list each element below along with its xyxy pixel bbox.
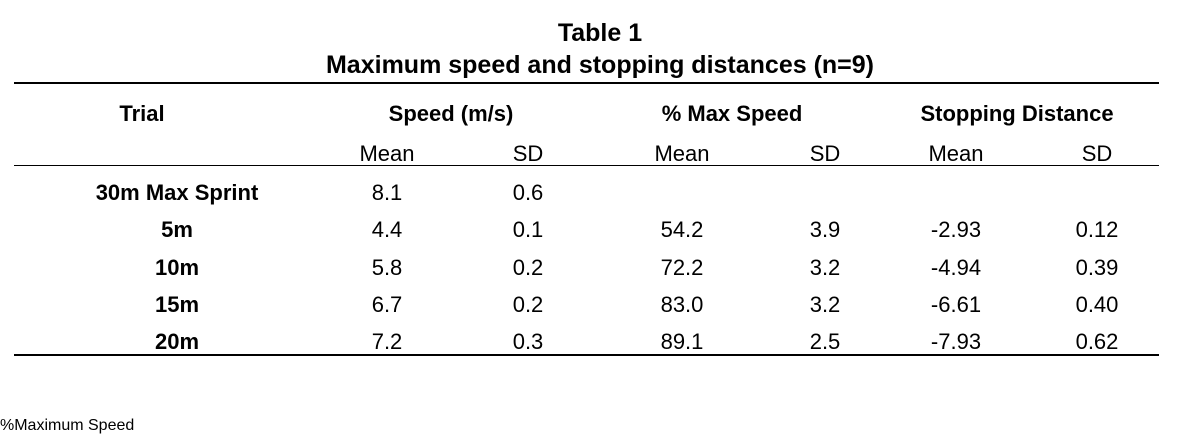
table-cell-speed-mean: 8.1 — [371, 180, 403, 205]
table-cell-stop-mean: -4.94 — [930, 255, 982, 280]
table-cell-pct-sd: 3.2 — [809, 292, 841, 317]
table-cell-pct-sd: 2.5 — [809, 329, 841, 354]
table-cell-speed-sd: 0.6 — [512, 180, 544, 205]
table-row-trial: 20m — [154, 329, 200, 354]
table-cell-pct-mean: 72.2 — [660, 255, 704, 280]
table-top-rule — [14, 82, 1159, 84]
subheader-pct-sd: SD — [809, 141, 841, 166]
table-cell-speed-sd: 0.2 — [512, 292, 544, 317]
table-cell-stop-sd: 0.39 — [1075, 255, 1119, 280]
subheader-stop-sd: SD — [1081, 141, 1113, 166]
subheader-stop-mean: Mean — [928, 141, 984, 166]
table-cell-stop-sd: 0.40 — [1075, 292, 1119, 317]
table-cell-stop-sd: 0.62 — [1075, 329, 1119, 354]
header-pct-max-speed: % Max Speed — [661, 101, 803, 126]
table-cell-stop-sd: 0.12 — [1075, 217, 1119, 242]
header-stopping-distance: Stopping Distance — [920, 101, 1114, 126]
table-bottom-rule — [14, 354, 1159, 356]
subheader-pct-mean: Mean — [654, 141, 710, 166]
table-cell-pct-sd: 3.2 — [809, 255, 841, 280]
table-cell-speed-sd: 0.3 — [512, 329, 544, 354]
table-cell-speed-mean: 7.2 — [371, 329, 403, 354]
table-row-trial: 5m — [161, 217, 193, 242]
table-cell-pct-mean: 89.1 — [660, 329, 704, 354]
table-cell-speed-mean: 5.8 — [371, 255, 403, 280]
table-row-trial: 10m — [154, 255, 200, 280]
subheader-speed-sd: SD — [512, 141, 544, 166]
table-cell-pct-mean: 54.2 — [660, 217, 704, 242]
header-trial: Trial — [119, 101, 165, 126]
table-row-trial: 30m Max Sprint — [95, 180, 259, 205]
table-cell-pct-sd: 3.9 — [809, 217, 841, 242]
table-cell-pct-mean: 83.0 — [660, 292, 704, 317]
table-cell-speed-sd: 0.1 — [512, 217, 544, 242]
table-subtitle: Maximum speed and stopping distances (n=… — [325, 51, 875, 79]
table-footnote: %Maximum Speed — [0, 417, 135, 434]
table-cell-speed-mean: 6.7 — [371, 292, 403, 317]
subheader-speed-mean: Mean — [359, 141, 415, 166]
table-cell-stop-mean: -6.61 — [930, 292, 982, 317]
table-cell-speed-mean: 4.4 — [371, 217, 403, 242]
table-header-rule — [14, 165, 1159, 166]
table-cell-speed-sd: 0.2 — [512, 255, 544, 280]
table-cell-stop-mean: -7.93 — [930, 329, 982, 354]
table-cell-stop-mean: -2.93 — [930, 217, 982, 242]
header-speed: Speed (m/s) — [388, 101, 514, 126]
table-row-trial: 15m — [154, 292, 200, 317]
table-title: Table 1 — [557, 19, 643, 47]
